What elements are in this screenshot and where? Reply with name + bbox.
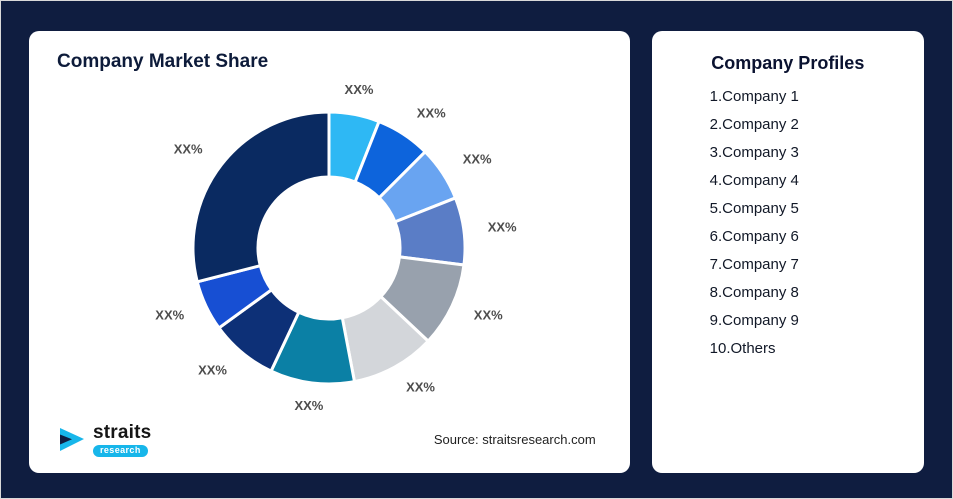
donut-segment-others — [191, 110, 331, 284]
company-profiles-card: Company Profiles 1.Company 1 2.Company 2 3… — [651, 31, 924, 473]
profiles-title: Company Profiles — [711, 53, 865, 73]
company-list: 1.Company 1 2.Company 2 3.Company 3 4.Compa… — [652, 88, 924, 357]
segment-label: XX% — [474, 307, 503, 322]
segment-label: XX% — [174, 141, 203, 156]
segment-label: XX% — [156, 307, 185, 322]
list-item: 9.Company 9 — [709, 312, 799, 329]
list-item: 2.Company 2 — [709, 116, 799, 133]
list-item: 4.Company 4 — [709, 172, 799, 189]
list-item: 7.Company 7 — [709, 256, 799, 273]
list-item: 5.Company 5 — [709, 200, 799, 217]
market-share-card: Company Market Share XX% XX% XX% XX% XX% XX% X… — [29, 31, 630, 473]
card-footer: straits research Source: straitsresearch… — [53, 421, 606, 459]
logo-arrow-icon — [60, 427, 84, 451]
list-item: 3.Company 3 — [709, 144, 799, 161]
list-item: 1.Company 1 — [709, 88, 799, 105]
segment-label: XX% — [345, 82, 374, 97]
list-item: 6.Company 6 — [709, 228, 799, 245]
logo-name: straits — [93, 421, 152, 443]
segment-label: XX% — [417, 106, 446, 121]
segment-label: XX% — [295, 398, 324, 413]
donut-chart-area: XX% XX% XX% XX% XX% XX% XX% XX% XX% XX% — [53, 73, 606, 423]
segment-label: XX% — [198, 363, 227, 378]
donut-chart: XX% XX% XX% XX% XX% XX% XX% XX% XX% XX% — [156, 82, 518, 413]
list-item: 8.Company 8 — [709, 284, 799, 301]
segment-label: XX% — [488, 219, 517, 234]
straits-research-logo: straits research — [57, 421, 152, 457]
list-item: 10.Others — [709, 340, 776, 357]
chart-title: Company Market Share — [57, 51, 269, 72]
source-attribution: Source: straitsresearch.com — [433, 432, 596, 447]
logo-subtitle: research — [93, 444, 148, 457]
segment-label: XX% — [463, 151, 492, 166]
logo-text: straits research — [93, 421, 152, 457]
segment-label: XX% — [406, 379, 435, 394]
